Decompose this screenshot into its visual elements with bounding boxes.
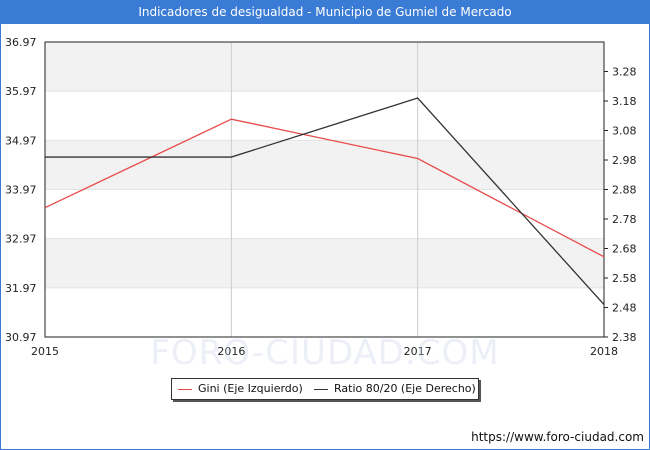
- chart-title: Indicadores de desigualdad - Municipio d…: [0, 0, 650, 24]
- x-tick-label: 2018: [590, 345, 618, 358]
- tick-labels: 30.97 31.97 32.97 33.97 34.97 35.97 36.97 2015 2…: [5, 36, 637, 358]
- legend-item-gini: Gini (Eje Izquierdo): [178, 379, 303, 399]
- x-tick-label: 2015: [31, 345, 59, 358]
- y-right-tick-label: 2.98: [612, 154, 637, 167]
- legend: Gini (Eje Izquierdo) Ratio 80/20 (Eje De…: [171, 378, 479, 400]
- y-right-tick-label: 2.68: [612, 243, 637, 256]
- series-line-ratio: [45, 97, 605, 305]
- y-right-tick-label: 2.58: [612, 272, 637, 285]
- y-left-tick-label: 32.97: [5, 233, 37, 246]
- y-right-tick-label: 2.38: [612, 331, 637, 344]
- legend-label-gini: Gini (Eje Izquierdo): [198, 382, 303, 395]
- y-right-tick-label: 2.88: [612, 184, 637, 197]
- y-left-tick-label: 35.97: [5, 85, 37, 98]
- y-left-tick-label: 34.97: [5, 134, 37, 147]
- y-left-tick-label: 33.97: [5, 184, 37, 197]
- y-right-tick-label: 3.08: [612, 125, 637, 138]
- watermark: FORO-CIUDAD.COM: [150, 333, 500, 373]
- y-left-tick-label: 30.97: [5, 331, 37, 344]
- x-tick-label: 2016: [217, 345, 245, 358]
- legend-item-ratio: Ratio 80/20 (Eje Derecho): [314, 379, 476, 399]
- y-right-tick-label: 2.48: [612, 302, 637, 315]
- y-right-tick-label: 3.18: [612, 95, 637, 108]
- background-band: [45, 238, 604, 288]
- legend-swatch-ratio: [314, 388, 328, 390]
- source-link[interactable]: https://www.foro-ciudad.com: [471, 430, 644, 444]
- y-right-tick-label: 2.78: [612, 213, 637, 226]
- y-right-tick-label: 3.28: [612, 66, 637, 79]
- x-tick-label: 2017: [404, 345, 432, 358]
- y-left-tick-label: 31.97: [5, 282, 37, 295]
- background-band: [45, 42, 604, 92]
- legend-label-ratio: Ratio 80/20 (Eje Derecho): [334, 382, 476, 395]
- legend-swatch-gini: [178, 388, 192, 390]
- background-bands: [45, 42, 604, 288]
- series-lines: [44, 97, 605, 305]
- series-line-gini: [44, 118, 605, 258]
- y-left-tick-label: 36.97: [5, 36, 37, 49]
- background-band: [45, 140, 604, 190]
